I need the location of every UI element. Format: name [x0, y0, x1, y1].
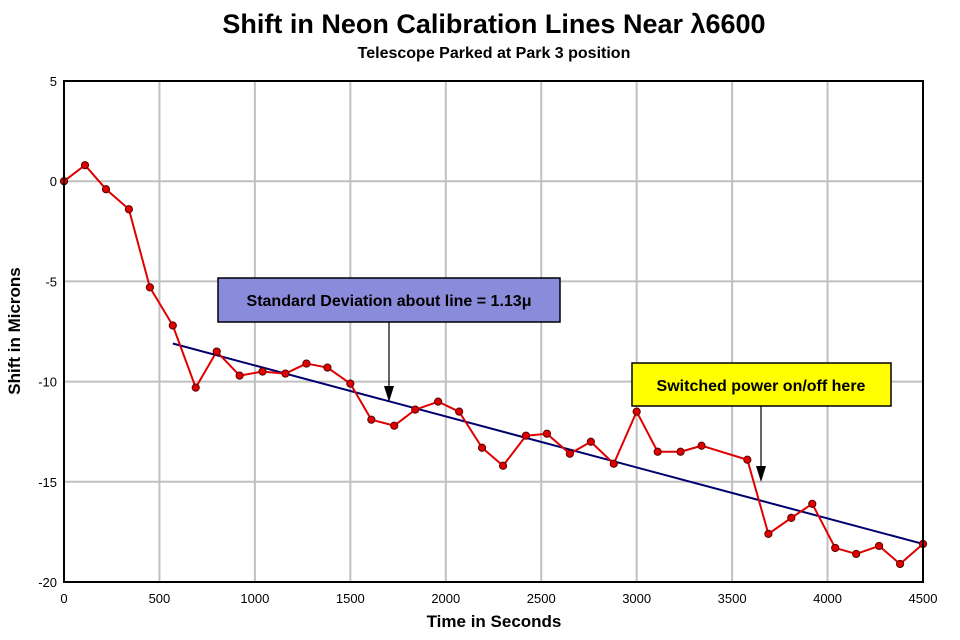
y-axis-label: Shift in Microns — [5, 267, 24, 395]
data-point — [787, 513, 796, 522]
x-tick-label: 0 — [60, 591, 67, 606]
data-point — [323, 363, 332, 372]
data-point — [411, 405, 420, 414]
plot-area-background — [64, 81, 923, 582]
power-switch-text: Switched power on/off here — [657, 378, 866, 395]
x-tick-label: 4000 — [813, 591, 842, 606]
plot-area-border — [63, 80, 924, 583]
fit-line-layer — [172, 342, 924, 545]
std-dev-text: Standard Deviation about line = 1.13μ — [247, 293, 532, 310]
data-point — [101, 185, 111, 194]
chart-subtitle: Telescope Parked at Park 3 position — [358, 45, 631, 62]
data-point — [697, 441, 706, 450]
y-tick-label: -20 — [38, 575, 57, 590]
data-point — [542, 429, 552, 438]
data-point — [609, 459, 618, 468]
data-point — [258, 367, 267, 376]
data-point — [764, 529, 773, 539]
data-point — [124, 205, 134, 214]
y-tick-label: 0 — [50, 174, 57, 189]
power-switch-arrow-head — [756, 466, 766, 482]
x-axis-label: Time in Seconds — [427, 612, 562, 631]
data-point — [586, 437, 595, 446]
data-point — [743, 455, 752, 464]
x-tick-label: 500 — [149, 591, 171, 606]
std-dev-box — [217, 277, 561, 323]
y-tick-label: 5 — [50, 74, 57, 89]
data-point — [212, 347, 221, 356]
x-tick-label: 2000 — [431, 591, 460, 606]
annotations: Standard Deviation about line = 1.13μ Sw… — [217, 277, 892, 482]
power-switch-box — [631, 362, 892, 407]
data-point — [632, 407, 641, 416]
data-point — [874, 541, 884, 551]
std-dev-arrow-head — [384, 386, 394, 402]
data-point — [455, 407, 464, 416]
fit-line — [172, 342, 924, 545]
data-point — [281, 369, 290, 378]
tick-labels: 0 500 1000 1500 2000 2500 3000 3500 4000 4500 5 0 -5… — [38, 74, 937, 606]
data-point — [521, 431, 531, 440]
data-point — [434, 397, 443, 406]
data-point — [895, 559, 905, 569]
data-point — [367, 415, 376, 424]
x-tick-label: 3500 — [718, 591, 747, 606]
data-point — [346, 379, 355, 388]
x-tick-label: 1000 — [240, 591, 269, 606]
data-point — [852, 549, 861, 559]
data-point — [168, 321, 177, 330]
x-tick-label: 4500 — [909, 591, 938, 606]
chart-title: Shift in Neon Calibration Lines Near λ66… — [222, 9, 765, 39]
data-point — [235, 371, 244, 380]
x-tick-label: 1500 — [336, 591, 365, 606]
grid — [64, 81, 923, 582]
data-point — [145, 283, 154, 292]
std-dev-annotation: Standard Deviation about line = 1.13μ — [217, 277, 561, 402]
data-point — [390, 421, 399, 430]
y-tick-label: -10 — [38, 375, 57, 390]
data-point — [676, 447, 685, 456]
y-tick-label: -5 — [45, 274, 57, 289]
data-point — [831, 543, 840, 553]
data-point — [498, 461, 508, 470]
data-point — [80, 161, 90, 170]
data-point — [653, 447, 662, 456]
x-tick-label: 2500 — [527, 591, 556, 606]
data-point — [477, 443, 487, 452]
y-tick-label: -15 — [38, 475, 57, 490]
data-point — [302, 359, 311, 368]
data-point — [191, 383, 200, 392]
data-point — [808, 499, 817, 508]
power-switch-annotation: Switched power on/off here — [631, 362, 892, 482]
x-tick-label: 3000 — [622, 591, 651, 606]
data-point — [565, 449, 574, 458]
data-series-layer — [59, 161, 928, 569]
